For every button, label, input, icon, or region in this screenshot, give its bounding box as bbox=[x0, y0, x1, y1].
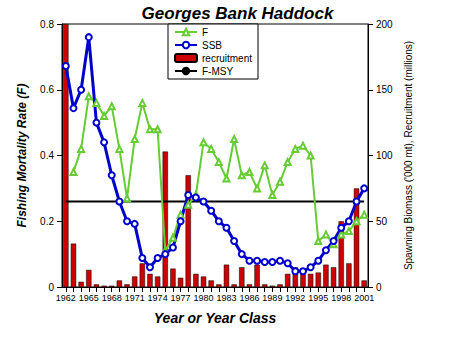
svg-text:1965: 1965 bbox=[79, 293, 99, 303]
svg-text:1995: 1995 bbox=[308, 293, 328, 303]
svg-text:0.8: 0.8 bbox=[40, 19, 54, 30]
svg-text:Spawning Biomass ('000 mt), Re: Spawning Biomass ('000 mt), Recruitment … bbox=[403, 41, 414, 270]
svg-text:0: 0 bbox=[376, 282, 382, 293]
svg-text:1998: 1998 bbox=[331, 293, 351, 303]
svg-text:1983: 1983 bbox=[216, 293, 236, 303]
svg-text:F: F bbox=[202, 27, 208, 38]
svg-text:0.2: 0.2 bbox=[40, 216, 54, 227]
svg-text:Georges Bank Haddock: Georges Bank Haddock bbox=[142, 4, 335, 23]
svg-text:F-MSY: F-MSY bbox=[202, 66, 233, 77]
svg-text:150: 150 bbox=[376, 84, 393, 95]
svg-text:Fishing Mortality Rate (F): Fishing Mortality Rate (F) bbox=[15, 83, 29, 227]
svg-text:SSB: SSB bbox=[202, 40, 222, 51]
svg-text:1977: 1977 bbox=[171, 293, 191, 303]
svg-text:100: 100 bbox=[376, 150, 393, 161]
svg-text:1968: 1968 bbox=[102, 293, 122, 303]
svg-text:Year or Year Class: Year or Year Class bbox=[154, 310, 277, 326]
svg-text:0: 0 bbox=[48, 282, 54, 293]
svg-text:200: 200 bbox=[376, 19, 393, 30]
svg-text:0.6: 0.6 bbox=[40, 84, 54, 95]
svg-text:1986: 1986 bbox=[239, 293, 259, 303]
svg-text:1992: 1992 bbox=[285, 293, 305, 303]
svg-text:1962: 1962 bbox=[56, 293, 76, 303]
svg-text:0.4: 0.4 bbox=[40, 150, 54, 161]
svg-text:recruitment: recruitment bbox=[202, 53, 252, 64]
svg-text:1971: 1971 bbox=[125, 293, 145, 303]
svg-text:1980: 1980 bbox=[194, 293, 214, 303]
svg-text:2001: 2001 bbox=[354, 293, 374, 303]
svg-text:1974: 1974 bbox=[148, 293, 168, 303]
svg-text:50: 50 bbox=[376, 216, 388, 227]
svg-text:1989: 1989 bbox=[262, 293, 282, 303]
